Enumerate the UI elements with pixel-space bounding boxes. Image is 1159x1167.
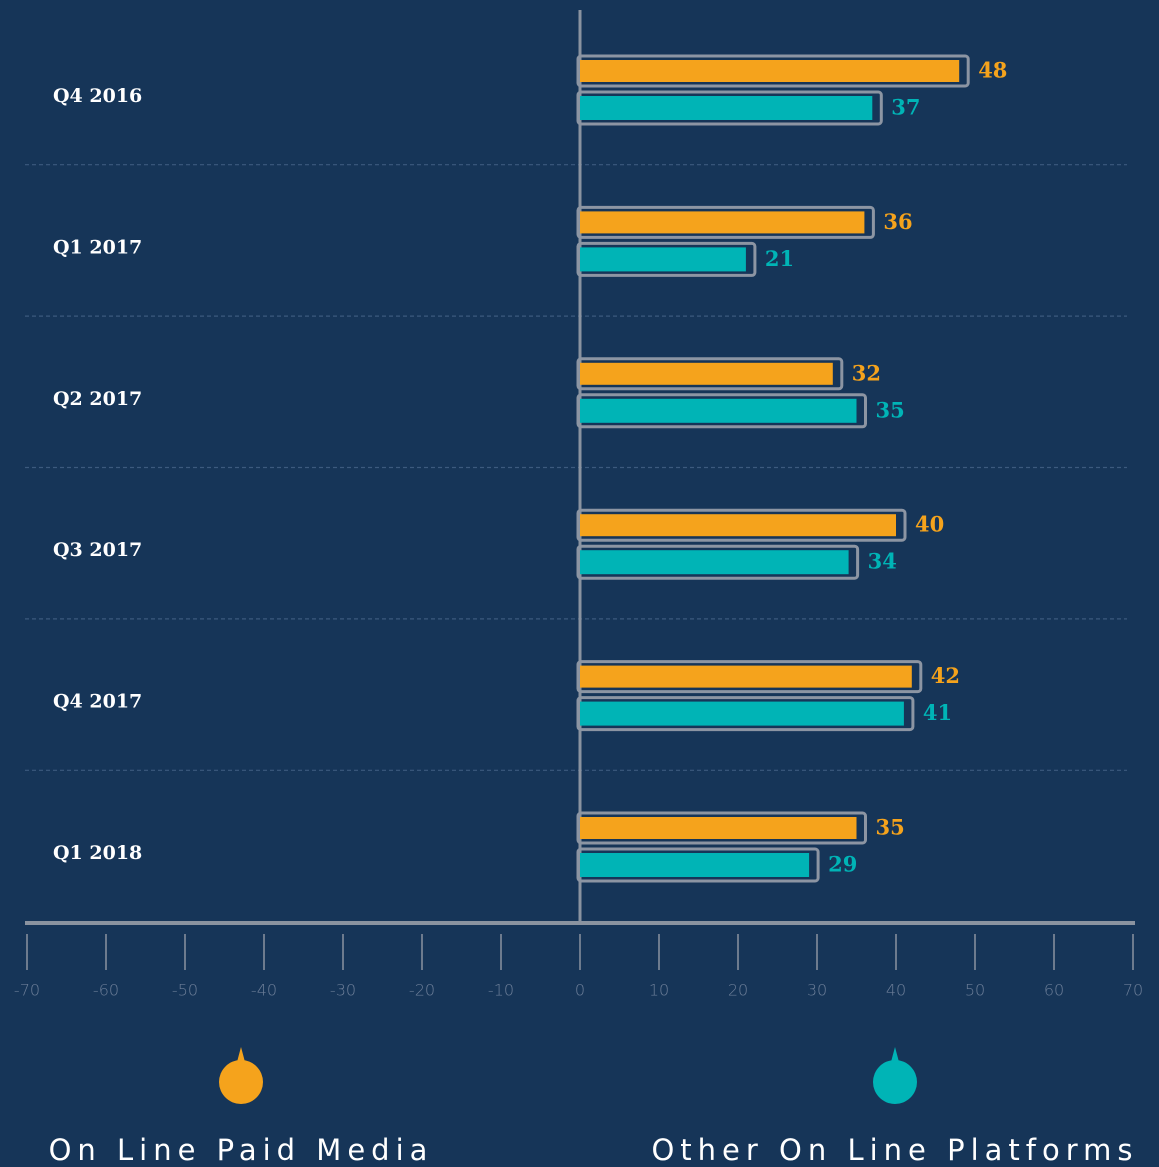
bar <box>580 362 833 385</box>
value-label: 32 <box>852 360 881 385</box>
bar <box>580 247 746 272</box>
legend-marker <box>219 1060 263 1104</box>
legend-pointer <box>237 1047 245 1062</box>
bar-outline <box>576 508 907 542</box>
bar <box>580 514 896 537</box>
x-tick-label: -60 <box>93 981 119 1000</box>
x-tick-label: -70 <box>14 981 40 1000</box>
category-label: Q1 2018 <box>53 842 142 864</box>
category-label: Q4 2016 <box>53 85 142 107</box>
bar <box>580 211 865 234</box>
category-label: Q1 2017 <box>53 236 142 258</box>
x-tick-label: 70 <box>1123 981 1143 1000</box>
bar-outline <box>576 90 883 126</box>
x-tick-label: -50 <box>172 981 198 1000</box>
value-label: 40 <box>915 512 944 537</box>
x-tick-label: 40 <box>886 981 906 1000</box>
value-label: 41 <box>923 700 952 725</box>
x-tick-label: -10 <box>488 981 514 1000</box>
bar-outline <box>576 696 915 732</box>
x-tick-label: -40 <box>251 981 277 1000</box>
category-label: Q2 2017 <box>53 388 142 410</box>
x-tick-label: 60 <box>1044 981 1064 1000</box>
bar <box>580 817 857 839</box>
x-tick-label: 50 <box>965 981 985 1000</box>
bar-outline <box>576 241 757 277</box>
legend-label: On Line Paid Media <box>49 1133 434 1167</box>
value-label: 48 <box>978 58 1007 83</box>
category-label: Q4 2017 <box>53 691 142 713</box>
x-tick-label: -30 <box>330 981 356 1000</box>
bar-outline <box>576 205 875 239</box>
value-label: 36 <box>883 209 912 234</box>
bar <box>580 398 857 423</box>
value-label: 34 <box>868 549 897 574</box>
x-tick-label: 0 <box>575 981 585 1000</box>
bar <box>580 701 904 726</box>
x-tick-label: 10 <box>649 981 669 1000</box>
value-label: 37 <box>891 95 920 120</box>
value-label: 42 <box>931 663 960 688</box>
bar-outline <box>576 660 923 694</box>
value-label: 29 <box>828 852 857 877</box>
bar <box>580 853 810 877</box>
bar-outline <box>576 393 867 429</box>
bar-outline <box>576 357 844 391</box>
bar <box>580 60 960 82</box>
bar-outline <box>576 847 820 883</box>
category-label: Q3 2017 <box>53 539 142 561</box>
legend-label: Other On Line Platforms <box>651 1133 1138 1167</box>
bar-outline <box>576 54 970 88</box>
bar-outline <box>576 811 867 845</box>
legend-marker <box>873 1060 917 1104</box>
bar <box>580 96 873 120</box>
x-tick-label: 30 <box>807 981 827 1000</box>
value-label: 35 <box>876 815 905 840</box>
value-label: 35 <box>876 397 905 422</box>
bar-outline <box>576 544 860 580</box>
x-tick-label: 20 <box>728 981 748 1000</box>
value-label: 21 <box>765 246 794 271</box>
legend-pointer <box>891 1047 899 1062</box>
x-tick-label: -20 <box>409 981 435 1000</box>
bar <box>580 550 849 575</box>
bar <box>580 665 912 688</box>
